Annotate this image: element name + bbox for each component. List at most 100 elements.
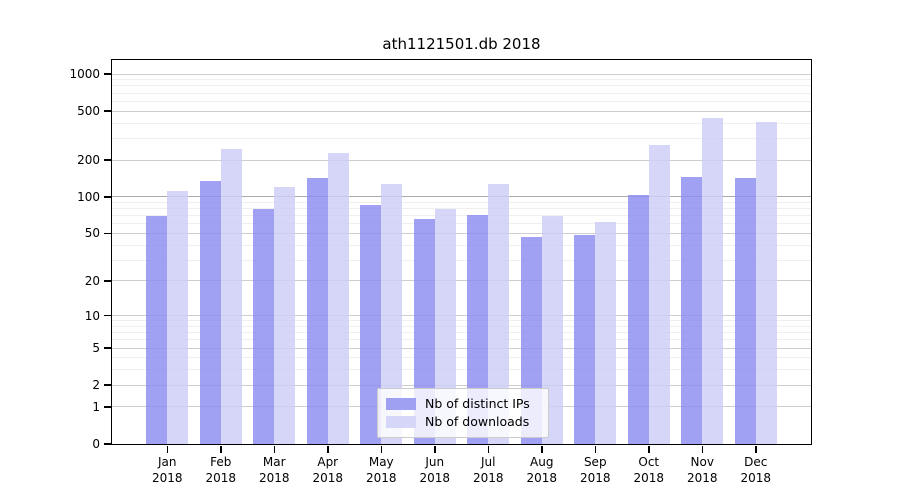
- bar-downloads-nov: [702, 117, 724, 444]
- y-axis-tick: [104, 406, 112, 408]
- bar-distinct-ips-oct: [627, 195, 649, 444]
- gridline-minor: [112, 369, 811, 371]
- bar-distinct-ips-nov: [681, 176, 703, 444]
- bar-distinct-ips-may: [360, 205, 382, 444]
- gridline-minor: [112, 215, 811, 217]
- y-axis-tick: [104, 232, 112, 235]
- y-axis-tick: [104, 159, 112, 161]
- legend-swatch-distinct-ips: [386, 398, 416, 410]
- gridline-minor: [112, 320, 811, 322]
- gridline-major: [112, 159, 811, 161]
- gridline-minor: [112, 339, 811, 341]
- gridline-minor: [112, 259, 811, 261]
- chart-title: ath1121501.db 2018: [382, 35, 541, 53]
- bar-downloads-aug: [541, 215, 563, 444]
- x-axis-tick: [701, 445, 703, 453]
- y-axis-tick-label: 10: [84, 308, 100, 323]
- x-axis-tick-label: Feb 2018: [205, 455, 237, 485]
- bar-downloads-sep: [595, 222, 617, 444]
- x-axis-tick: [220, 445, 222, 453]
- x-axis-tick-label: Sep 2018: [579, 455, 611, 485]
- y-axis-tick: [104, 314, 112, 317]
- gridline-minor: [112, 223, 811, 225]
- x-axis-tick-label: Jan 2018: [151, 455, 183, 485]
- bar-downloads-feb: [220, 149, 242, 444]
- bar-downloads-dec: [755, 121, 777, 444]
- y-axis-tick: [104, 384, 112, 386]
- legend-item-distinct-ips: Nb of distinct IPs: [386, 396, 540, 412]
- x-axis-tick: [755, 445, 757, 453]
- y-axis-tick-label: 2: [92, 378, 100, 393]
- gridline-major: [112, 347, 811, 349]
- x-axis-tick: [434, 445, 436, 453]
- x-axis-tick-label: Oct 2018: [633, 455, 665, 485]
- bar-distinct-ips-jan: [146, 215, 168, 444]
- x-axis-tick-label: Dec 2018: [740, 455, 772, 485]
- bar-downloads-may: [381, 183, 403, 444]
- bar-downloads-jan: [167, 191, 189, 444]
- y-axis-tick-label: 5: [92, 341, 100, 356]
- gridline-minor: [112, 208, 811, 210]
- bar-downloads-mar: [274, 187, 296, 444]
- bar-distinct-ips-feb: [199, 180, 221, 444]
- gridline-minor: [112, 92, 811, 94]
- bar-distinct-ips-mar: [253, 208, 275, 444]
- gridline-minor: [112, 201, 811, 203]
- gridline-minor: [112, 79, 811, 81]
- gridline-minor: [112, 325, 811, 327]
- x-axis-tick: [487, 445, 489, 453]
- x-axis-tick-label: Nov 2018: [686, 455, 718, 485]
- y-axis-tick-label: 200: [77, 153, 100, 168]
- gridline-major: [112, 110, 811, 112]
- y-axis-tick: [104, 73, 112, 75]
- gridline-major: [112, 384, 811, 386]
- x-axis-tick-label: Aug 2018: [526, 455, 558, 485]
- legend-label-downloads: Nb of downloads: [425, 414, 530, 429]
- bar-downloads-apr: [327, 153, 349, 444]
- x-axis-tick: [327, 445, 329, 453]
- bar-downloads-jul: [488, 184, 510, 444]
- bar-downloads-oct: [648, 145, 670, 444]
- bar-distinct-ips-dec: [734, 177, 756, 444]
- gridline-minor: [112, 100, 811, 102]
- y-axis-tick-label: 20: [84, 273, 100, 288]
- y-axis-tick-label: 500: [77, 104, 100, 119]
- x-axis-tick-label: Jun 2018: [419, 455, 451, 485]
- gridline-major: [112, 196, 811, 198]
- gridline-minor: [112, 122, 811, 124]
- x-axis-tick: [380, 445, 382, 453]
- x-axis-tick: [166, 445, 168, 453]
- x-axis-tick: [594, 445, 596, 453]
- bar-distinct-ips-jun: [413, 218, 435, 444]
- gridline-minor: [112, 332, 811, 334]
- y-axis-tick-label: 1: [92, 399, 100, 414]
- legend-label-distinct-ips: Nb of distinct IPs: [425, 396, 530, 411]
- y-axis-tick: [104, 347, 112, 349]
- y-axis-tick: [104, 110, 112, 112]
- bar-distinct-ips-sep: [574, 234, 596, 444]
- gridline-minor: [112, 137, 811, 139]
- bar-distinct-ips-apr: [306, 178, 328, 444]
- bar-downloads-jun: [434, 208, 456, 444]
- x-axis-tick: [273, 445, 275, 453]
- bar-distinct-ips-jul: [467, 214, 489, 444]
- x-axis-tick-label: Jul 2018: [472, 455, 504, 485]
- legend: Nb of distinct IPs Nb of downloads: [377, 388, 549, 438]
- y-axis-tick-label: 1000: [69, 67, 100, 82]
- gridline-minor: [112, 85, 811, 87]
- x-axis-tick-label: Apr 2018: [312, 455, 344, 485]
- y-axis-tick-label: 50: [84, 226, 100, 241]
- plot-area: 0 1 2 5 10 20 50 100 200 500 1000 Jan 2018 Feb 2018 M…: [69, 59, 812, 485]
- gridline-minor: [112, 357, 811, 359]
- gridline-major: [112, 280, 811, 282]
- gridline-major: [112, 232, 811, 234]
- x-axis-tick: [541, 445, 543, 453]
- gridline-minor: [112, 244, 811, 246]
- legend-item-downloads: Nb of downloads: [386, 414, 540, 430]
- gridline-major: [112, 73, 811, 75]
- y-axis-tick-label: 100: [77, 189, 100, 204]
- x-axis-tick-label: May 2018: [365, 455, 397, 485]
- gridline-major: [112, 315, 811, 317]
- y-axis-tick: [104, 280, 112, 282]
